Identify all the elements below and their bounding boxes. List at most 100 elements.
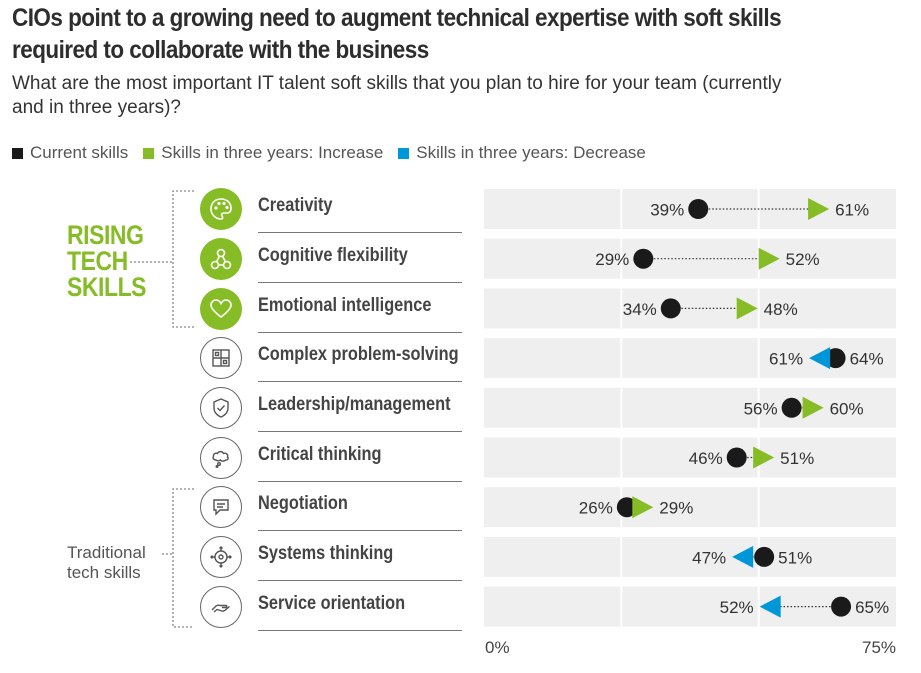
thought-cloud-icon (200, 437, 242, 479)
legend-label-current: Current skills (30, 143, 129, 162)
current-dot-systems-thinking (754, 546, 775, 567)
chart-subtitle-line-2: and in three years)? (12, 97, 181, 118)
future-value-label-creativity: 61% (835, 201, 869, 220)
chart-legend: Current skills Skills in three years: In… (12, 141, 661, 165)
current-dot-service-orientation (831, 596, 852, 617)
future-value-label-emotional-intelligence: 48% (764, 300, 798, 319)
x-axis-tick-label-75: 75% (862, 638, 897, 657)
traditional-bracket (162, 488, 194, 628)
future-value-label-negotiation: 29% (659, 499, 693, 518)
future-arrow-systems-thinking (732, 545, 754, 568)
shield-check-icon (200, 387, 242, 429)
skill-row-creativity: Creativity (200, 185, 462, 233)
current-value-label-creativity: 39% (650, 201, 684, 220)
row-band-systems-thinking (484, 536, 896, 577)
rising-bracket (130, 190, 194, 328)
row-band-critical-thinking (484, 437, 896, 478)
current-dot-cognitive-flexibility (633, 248, 654, 269)
skill-row-critical-thinking: Critical thinking (200, 434, 462, 482)
row-divider (258, 430, 462, 432)
skill-label: Service orientation (258, 593, 406, 614)
row-band-emotional-intelligence (484, 288, 896, 329)
speech-bubble-icon (200, 486, 242, 528)
future-value-label-leadership-management: 60% (830, 399, 864, 418)
current-value-label-negotiation: 26% (579, 499, 613, 518)
group-label-traditional-tech-skills: Traditional tech skills (67, 543, 146, 583)
skill-label: Complex problem-solving (258, 344, 459, 365)
heart-icon (200, 288, 242, 330)
current-value-label-critical-thinking: 46% (689, 449, 723, 468)
x-axis-tick-label-0: 0% (485, 638, 510, 657)
legend-item-current: Current skills (12, 143, 128, 163)
network-nodes-icon (200, 238, 242, 280)
row-divider (258, 380, 462, 382)
rising-label-line-3: SKILLS (67, 272, 147, 302)
row-band-negotiation (484, 487, 896, 528)
skill-label: Systems thinking (258, 543, 394, 564)
legend-item-increase: Skills in three years: Increase (143, 143, 383, 163)
skill-label: Negotiation (258, 493, 348, 514)
future-arrow-service-orientation (759, 595, 781, 618)
legend-label-decrease: Skills in three years: Decrease (416, 143, 646, 162)
current-value-label-systems-thinking: 51% (778, 548, 812, 567)
chart-title: CIOs point to a growing need to augment … (12, 2, 822, 66)
target-arrows-icon (200, 536, 242, 578)
puzzle-grid-icon (200, 337, 242, 379)
legend-label-increase: Skills in three years: Increase (161, 143, 384, 162)
chart-subtitle: What are the most important IT talent so… (12, 72, 912, 120)
skill-row-complex-problem-solving: Complex problem-solving (200, 334, 462, 382)
row-divider (258, 231, 462, 233)
future-arrow-emotional-intelligence (736, 297, 758, 320)
skill-row-emotional-intelligence: Emotional intelligence (200, 285, 462, 333)
traditional-label-line-2: tech skills (67, 563, 141, 582)
current-value-label-cognitive-flexibility: 29% (595, 250, 629, 269)
current-dot-negotiation (616, 497, 637, 518)
rising-label-line-2: TECH (67, 246, 128, 276)
row-divider (258, 579, 462, 581)
skill-label: Critical thinking (258, 444, 382, 465)
chart-title-line-2: required to collaborate with the busines… (12, 36, 429, 64)
skill-row-negotiation: Negotiation (200, 483, 462, 531)
future-value-label-systems-thinking: 47% (692, 548, 726, 567)
legend-item-decrease: Skills in three years: Decrease (398, 143, 646, 163)
skill-label: Leadership/management (258, 394, 451, 415)
current-dot-creativity (688, 199, 709, 219)
future-arrow-complex-problem-solving (809, 347, 831, 370)
future-value-label-critical-thinking: 51% (780, 449, 814, 468)
current-value-label-emotional-intelligence: 34% (623, 300, 657, 319)
future-arrow-leadership-management (802, 396, 824, 419)
current-dot-critical-thinking (726, 447, 747, 468)
traditional-label-line-1: Traditional (67, 543, 146, 562)
future-arrow-negotiation (632, 496, 654, 519)
row-band-leadership-management (484, 387, 896, 428)
group-label-rising-tech-skills: RISING TECH SKILLS (67, 220, 147, 302)
future-value-label-cognitive-flexibility: 52% (786, 250, 820, 269)
skill-label: Emotional intelligence (258, 295, 432, 316)
row-divider (258, 281, 462, 283)
skill-label: Creativity (258, 195, 333, 216)
future-value-label-complex-problem-solving: 61% (769, 350, 803, 369)
row-divider (258, 629, 462, 631)
skill-row-leadership-management: Leadership/management (200, 384, 462, 432)
rising-label-line-1: RISING (67, 220, 144, 250)
row-divider (258, 331, 462, 333)
future-arrow-cognitive-flexibility (758, 247, 780, 270)
chart-subtitle-line-1: What are the most important IT talent so… (12, 73, 782, 94)
skill-row-cognitive-flexibility: Cognitive flexibility (200, 235, 462, 283)
legend-swatch-current (12, 147, 23, 159)
handshake-icon (200, 586, 242, 628)
future-arrow-critical-thinking (753, 446, 775, 469)
future-arrow-creativity (808, 198, 830, 220)
skill-row-systems-thinking: Systems thinking (200, 533, 462, 581)
current-dot-leadership-management (781, 397, 802, 418)
current-dot-complex-problem-solving (825, 348, 846, 369)
legend-swatch-decrease (398, 147, 410, 159)
current-value-label-complex-problem-solving: 64% (850, 350, 884, 369)
row-band-service-orientation (484, 586, 896, 627)
skill-label: Cognitive flexibility (258, 245, 408, 266)
chart-title-line-1: CIOs point to a growing need to augment … (12, 4, 782, 32)
row-divider (258, 529, 462, 531)
palette-icon (200, 188, 242, 230)
